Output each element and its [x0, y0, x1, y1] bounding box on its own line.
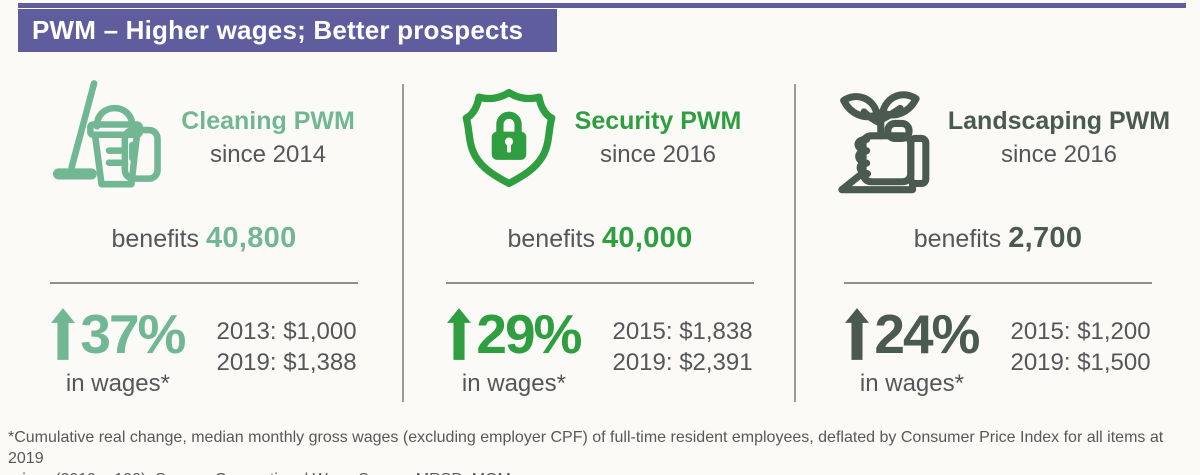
- top-accent-rule: [18, 3, 1186, 8]
- up-arrow-icon: [51, 307, 76, 361]
- cleaning-header-text: Cleaning PWM since 2014: [181, 107, 355, 169]
- wage-value-line: 2015: $1,200: [1010, 318, 1151, 345]
- wage-value-line: 2013: $1,000: [216, 318, 357, 345]
- wage-stats: 37% in wages* 2013: $1,000 2019: $1,388: [28, 307, 380, 398]
- up-arrow-icon: [447, 307, 472, 361]
- landscaping-header-text: Landscaping PWM since 2016: [948, 107, 1170, 169]
- landscaping-header: Landscaping PWM since 2016: [814, 76, 1182, 200]
- sector-column-cleaning: Cleaning PWM since 2014 benefits 40,800 …: [28, 76, 380, 398]
- wage-value-line: 2019: $1,388: [216, 349, 357, 376]
- wage-increase-block: 24% in wages*: [845, 303, 980, 398]
- wage-values: 2015: $1,200 2019: $1,500: [1010, 307, 1150, 378]
- sector-column-security: Security PWM since 2016 benefits 40,000 …: [424, 76, 776, 398]
- wage-increase-percent: 24%: [874, 303, 980, 365]
- column-divider-rule: [446, 282, 754, 284]
- wage-increase-percent: 37%: [80, 303, 186, 365]
- benefits-label: benefits: [913, 225, 1002, 253]
- wage-increase-percent: 29%: [476, 303, 582, 365]
- sector-title: Landscaping PWM: [947, 107, 1171, 135]
- security-header: Security PWM since 2016: [424, 76, 776, 200]
- cleaning-header: Cleaning PWM since 2014: [28, 76, 380, 200]
- mop-and-bucket-icon: [53, 78, 165, 198]
- security-header-text: Security PWM since 2016: [575, 107, 742, 169]
- shield-lock-icon: [459, 81, 559, 195]
- wage-values: 2015: $1,838 2019: $2,391: [612, 307, 752, 378]
- column-divider-rule: [50, 282, 358, 284]
- benefits-label: benefits: [111, 225, 200, 253]
- benefits-line: benefits 2,700: [814, 222, 1182, 255]
- sector-since: since 2016: [1000, 141, 1118, 168]
- sector-since: since 2014: [209, 141, 327, 168]
- wage-increase-label: in wages*: [859, 370, 964, 397]
- benefits-label: benefits: [507, 225, 596, 253]
- wage-values: 2013: $1,000 2019: $1,388: [216, 307, 356, 378]
- wage-value-line: 2019: $2,391: [612, 349, 753, 376]
- up-arrow-icon: [845, 307, 870, 361]
- vertical-divider: [794, 84, 796, 402]
- sector-column-landscaping: Landscaping PWM since 2016 benefits 2,70…: [814, 76, 1182, 398]
- vertical-divider: [402, 84, 404, 402]
- hand-holding-sprout-icon: [826, 78, 932, 198]
- footnote-line: prices (2019 = 100). Source: Occupationa…: [8, 469, 1196, 475]
- wage-increase-label: in wages*: [65, 370, 170, 397]
- footnote-line: *Cumulative real change, median monthly …: [8, 429, 1164, 467]
- benefits-value: 40,000: [602, 222, 693, 254]
- column-divider-rule: [844, 282, 1152, 284]
- benefits-line: benefits 40,000: [424, 222, 776, 255]
- wage-value-line: 2015: $1,838: [612, 318, 753, 345]
- wage-stats: 24% in wages* 2015: $1,200 2019: $1,500: [814, 307, 1182, 398]
- sector-title: Cleaning PWM: [181, 107, 355, 135]
- wage-increase-label: in wages*: [461, 370, 566, 397]
- wage-stats: 29% in wages* 2015: $1,838 2019: $2,391: [424, 307, 776, 398]
- benefits-value: 2,700: [1008, 222, 1083, 254]
- wage-increase-block: 37% in wages*: [51, 303, 186, 398]
- benefits-value: 40,800: [206, 222, 297, 254]
- page-title: PWM – Higher wages; Better prospects: [18, 9, 557, 52]
- wage-value-line: 2019: $1,500: [1010, 349, 1151, 376]
- wage-increase-block: 29% in wages*: [447, 303, 582, 398]
- sector-title: Security PWM: [574, 107, 742, 135]
- benefits-line: benefits 40,800: [28, 222, 380, 255]
- sector-since: since 2016: [599, 141, 717, 168]
- footnote: *Cumulative real change, median monthly …: [8, 427, 1196, 475]
